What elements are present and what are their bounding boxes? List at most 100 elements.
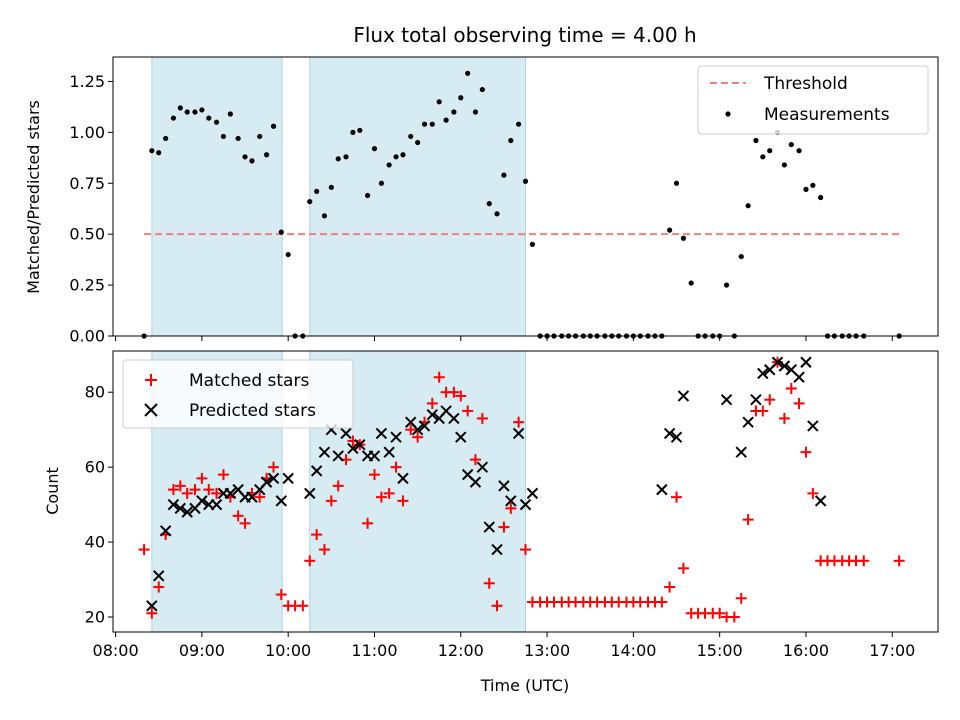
matched-star-point (232, 510, 244, 522)
measurement-point (343, 154, 349, 160)
matched-star-point (469, 454, 481, 466)
predicted-star-point (498, 480, 510, 492)
predicted-star-point (340, 427, 352, 440)
predicted-star-point (670, 431, 683, 443)
xtick-label: 15:00 (697, 641, 743, 660)
predicted-star-point (310, 465, 323, 477)
bottom-xtick: 11:00 (351, 632, 398, 660)
matched-star-point (426, 397, 438, 409)
matched-star-point (318, 544, 330, 556)
matched-star-point (656, 596, 668, 608)
matched-star-point (448, 386, 460, 398)
xtick-label: 09:00 (179, 641, 225, 660)
measurement-point (270, 123, 277, 129)
measurement-point (479, 86, 485, 93)
matched-star-point (664, 581, 676, 593)
predicted-star-point (304, 487, 316, 500)
bottom-ytick: 40 (85, 533, 113, 552)
measurement-point (738, 253, 744, 260)
measurement-point (486, 201, 492, 207)
matched-star-point (211, 487, 223, 499)
predicted-star-point (807, 420, 819, 432)
measurement-point (249, 158, 255, 164)
top-ytick: 0.00 (69, 327, 113, 346)
matched-star-point (146, 607, 158, 619)
legend-measurements: Measurements (764, 105, 890, 125)
matched-star-point (275, 589, 287, 601)
predicted-star-point (146, 600, 158, 612)
top-ylabel: Matched/Predicted stars (24, 100, 43, 294)
bottom-xtick: 16:00 (783, 632, 829, 660)
matched-star-point (217, 469, 229, 481)
top-legend: Threshold Measurements (697, 65, 929, 135)
measurement-point (745, 203, 751, 209)
top-ytick: 1.25 (69, 72, 113, 91)
xtick-label: 13:00 (524, 641, 570, 660)
panel-bottom-counts: 20 40 60 80 08:00 09:00 10:00 11:00 12:00 13:00 1… (43, 350, 939, 695)
predicted-star-point (267, 472, 280, 485)
measurement-point (393, 154, 399, 160)
bottom-ytick: 20 (85, 608, 113, 627)
predicted-star-point (397, 472, 409, 485)
measurement-point (781, 162, 787, 168)
x-axis-label: Time (UTC) (480, 676, 569, 695)
predicted-star-point (656, 483, 668, 496)
matched-star-point (764, 394, 776, 406)
predicted-star-point (778, 360, 791, 372)
top-ytick: 1.00 (69, 123, 113, 142)
matched-star-point (390, 461, 402, 473)
predicted-star-point (196, 495, 208, 507)
chart-title: Flux total observing time = 4.00 h (353, 23, 696, 47)
xtick-label: 08:00 (93, 641, 139, 660)
measurement-point (508, 137, 514, 144)
top-shaded-interval-0 (151, 56, 283, 337)
predicted-star-point (800, 356, 812, 368)
matched-star-point (858, 555, 870, 567)
measurement-point (529, 241, 536, 247)
bottom-xtick: 10:00 (265, 632, 311, 660)
top-ytick-label: 0.75 (69, 174, 105, 193)
predicted-star-point (793, 371, 805, 383)
matched-star-point (793, 397, 805, 409)
bottom-ytick: 80 (85, 383, 113, 402)
matched-star-point (505, 502, 517, 514)
predicted-star-point (663, 427, 676, 440)
predicted-star-point (483, 521, 495, 533)
matched-star-point (196, 472, 208, 484)
matched-star-point (483, 577, 495, 589)
measurement-point (400, 152, 406, 158)
matched-star-point (254, 491, 266, 503)
matched-star-point (714, 607, 726, 619)
matched-star-point (239, 517, 251, 529)
matched-star-point (153, 581, 165, 593)
matched-star-point (167, 484, 179, 496)
bottom-ytick-label: 20 (85, 608, 105, 627)
measurement-point (357, 127, 363, 133)
predicted-star-point (469, 476, 482, 488)
bottom-xtick: 15:00 (697, 632, 743, 660)
panel-top-ratio: 0.00 0.25 0.50 0.75 1.00 1.25 Matched/Predict… (24, 56, 939, 346)
measurement-point (429, 121, 435, 127)
predicted-star-point (354, 438, 366, 451)
top-ytick-label: 0.00 (69, 327, 105, 346)
bottom-legend: Matched stars Predicted stars (122, 359, 354, 429)
measurement-point (328, 184, 334, 190)
bottom-xtick: 13:00 (524, 632, 570, 660)
predicted-star-point (210, 498, 223, 511)
matched-star-point (181, 487, 193, 499)
predicted-star-point (526, 487, 539, 500)
measurement-point (515, 121, 522, 127)
measurement-point (443, 117, 449, 123)
predicted-star-point (260, 476, 273, 488)
bottom-ytick-label: 60 (85, 458, 105, 477)
matched-star-point (368, 469, 380, 481)
measurement-point (803, 186, 809, 192)
measurement-point (788, 141, 794, 148)
predicted-star-point (224, 487, 237, 500)
predicted-star-point (153, 570, 165, 582)
measurement-point (436, 99, 442, 105)
predicted-star-point (455, 431, 467, 443)
measurement-point (199, 107, 205, 113)
xtick-label: 12:00 (438, 641, 484, 660)
measurement-point (415, 139, 421, 146)
